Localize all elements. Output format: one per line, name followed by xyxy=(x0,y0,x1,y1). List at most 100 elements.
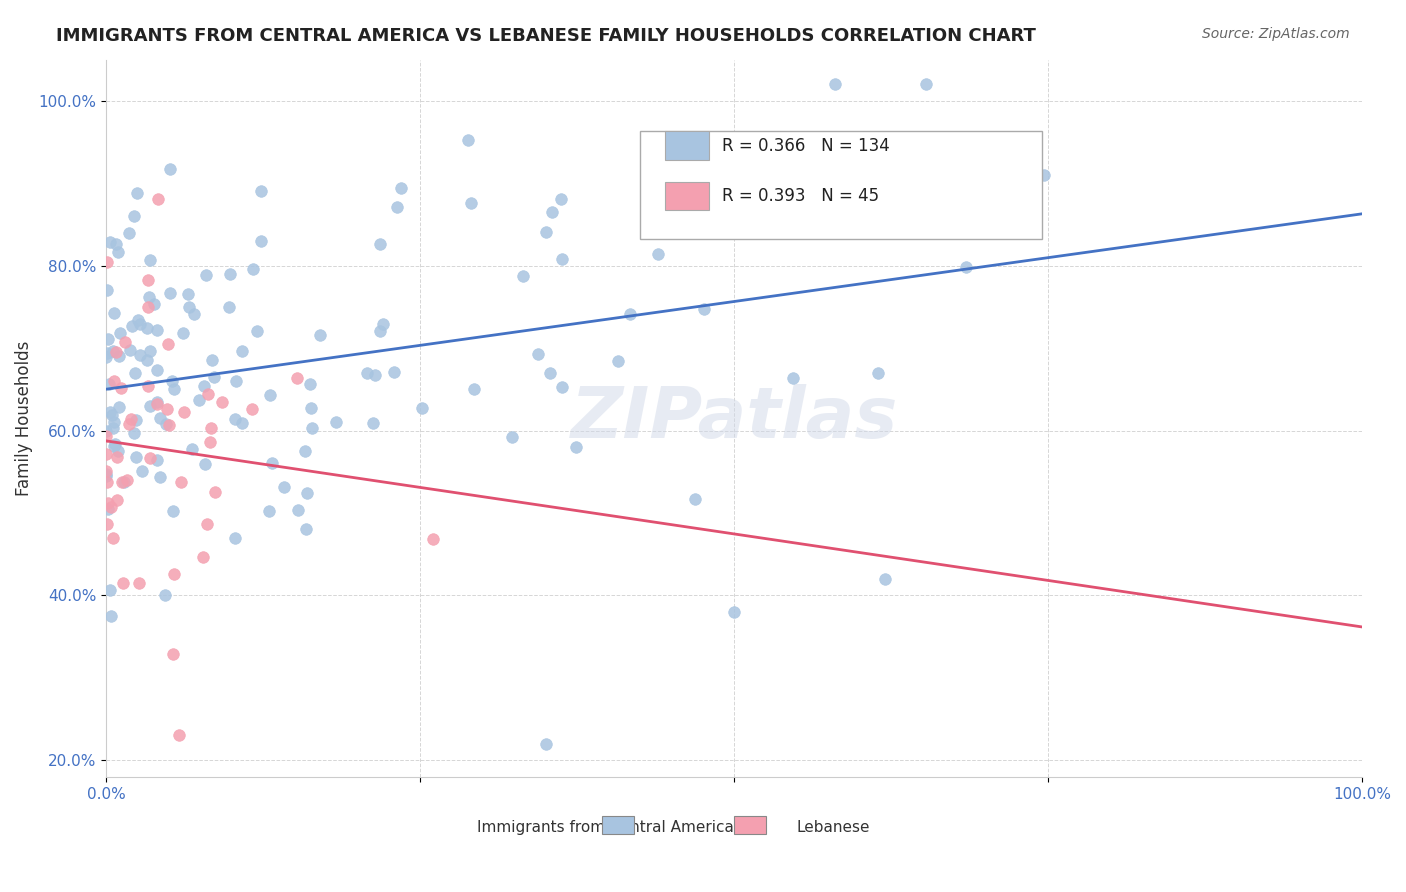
Point xyxy=(111,475,134,490)
Point xyxy=(114,334,136,349)
Point xyxy=(97,501,120,516)
Point xyxy=(155,417,177,431)
Point xyxy=(551,380,574,394)
Point xyxy=(273,480,295,494)
Text: Lebanese: Lebanese xyxy=(797,820,870,835)
Point xyxy=(139,400,162,414)
Point xyxy=(564,440,586,454)
Point xyxy=(501,430,523,444)
Point xyxy=(125,186,148,201)
Point xyxy=(96,255,118,269)
Point xyxy=(127,312,149,326)
Point xyxy=(647,247,669,261)
Point xyxy=(422,533,444,547)
Point xyxy=(294,522,316,536)
Point xyxy=(107,444,129,458)
Point xyxy=(101,408,124,422)
Point xyxy=(96,283,118,297)
Point xyxy=(299,376,322,391)
Point xyxy=(873,572,896,586)
Point xyxy=(128,576,150,591)
Point xyxy=(162,504,184,518)
Point xyxy=(389,180,412,194)
Point xyxy=(97,332,120,346)
Point xyxy=(104,437,127,451)
Point xyxy=(118,417,141,432)
Point xyxy=(96,345,118,359)
Text: IMMIGRANTS FROM CENTRAL AMERICA VS LEBANESE FAMILY HOUSEHOLDS CORRELATION CHART: IMMIGRANTS FROM CENTRAL AMERICA VS LEBAN… xyxy=(56,27,1036,45)
Point xyxy=(866,366,889,380)
Point xyxy=(683,491,706,506)
Point xyxy=(201,353,224,368)
Point xyxy=(242,262,264,277)
Point xyxy=(260,456,283,470)
Point xyxy=(198,435,221,450)
Point xyxy=(240,401,263,416)
Point xyxy=(550,192,572,206)
Point xyxy=(98,405,121,419)
Point xyxy=(146,452,169,467)
Text: Immigrants from Central America: Immigrants from Central America xyxy=(477,820,734,835)
Point xyxy=(107,244,129,259)
Point xyxy=(460,195,482,210)
Point xyxy=(172,326,194,340)
Point xyxy=(619,307,641,321)
Point xyxy=(96,350,118,364)
Point xyxy=(98,583,121,598)
Point xyxy=(325,415,347,429)
Point xyxy=(125,413,148,427)
Point xyxy=(96,475,118,489)
Point xyxy=(382,365,405,379)
Point xyxy=(195,268,218,282)
Text: R = 0.366   N = 134: R = 0.366 N = 134 xyxy=(721,136,890,154)
Point xyxy=(356,367,378,381)
Point xyxy=(173,404,195,418)
Text: ZIPatlas: ZIPatlas xyxy=(571,384,898,453)
Point xyxy=(249,234,271,248)
Point xyxy=(163,382,186,396)
Point xyxy=(103,416,125,430)
Point xyxy=(107,400,129,414)
Point xyxy=(155,588,177,602)
Point xyxy=(824,78,846,92)
Point xyxy=(96,424,118,438)
Point xyxy=(139,343,162,358)
Point xyxy=(136,273,159,287)
Point xyxy=(224,531,246,545)
Point xyxy=(914,78,936,92)
Point xyxy=(103,306,125,320)
Point xyxy=(512,268,534,283)
Bar xyxy=(734,816,765,834)
Point xyxy=(96,467,118,481)
Point xyxy=(105,237,128,252)
Point xyxy=(160,374,183,388)
Point xyxy=(145,395,167,409)
Point xyxy=(146,323,169,337)
Point xyxy=(136,378,159,392)
Point xyxy=(606,354,628,368)
Point xyxy=(167,728,190,742)
Point xyxy=(115,474,138,488)
Point xyxy=(675,224,697,238)
Point xyxy=(125,450,148,465)
Point xyxy=(124,366,146,380)
Point xyxy=(98,235,121,249)
Point xyxy=(183,306,205,320)
Point xyxy=(308,328,330,343)
Point xyxy=(231,416,253,430)
Point xyxy=(900,164,922,178)
Point xyxy=(96,447,118,461)
Point xyxy=(139,450,162,465)
Point xyxy=(693,301,716,316)
Point xyxy=(138,290,160,304)
Point xyxy=(97,377,120,392)
Point xyxy=(723,605,745,619)
Point xyxy=(540,205,562,219)
Point xyxy=(195,516,218,531)
Point xyxy=(111,575,134,590)
Point xyxy=(193,457,215,471)
Point xyxy=(550,252,572,266)
Text: Source: ZipAtlas.com: Source: ZipAtlas.com xyxy=(1202,27,1350,41)
Point xyxy=(103,374,125,388)
Point xyxy=(129,348,152,362)
